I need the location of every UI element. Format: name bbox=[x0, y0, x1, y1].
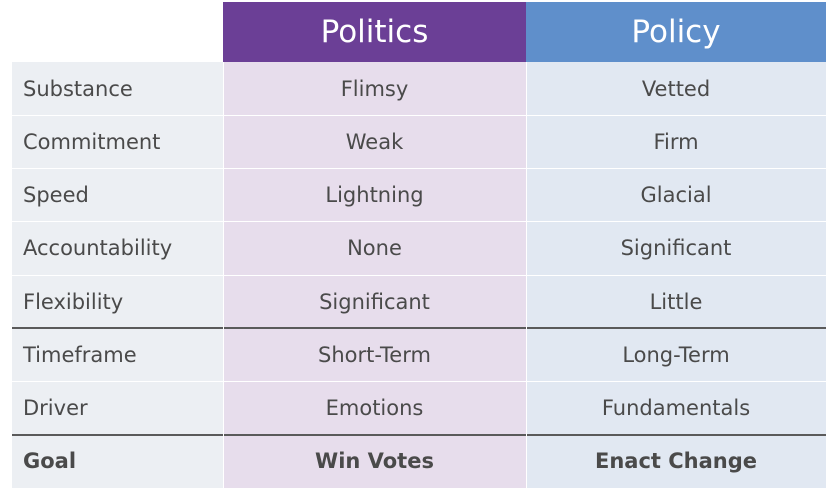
row-divider bbox=[12, 114, 826, 116]
row-label: Speed bbox=[12, 168, 223, 222]
cell-value: Vetted bbox=[526, 62, 826, 116]
cell-value: Significant bbox=[223, 275, 526, 329]
cell-value: Flimsy bbox=[223, 62, 526, 116]
column-divider bbox=[525, 62, 527, 488]
header-cell: Politics bbox=[223, 2, 526, 62]
row-label: Goal bbox=[12, 434, 223, 488]
column-divider bbox=[222, 62, 224, 488]
row-divider bbox=[12, 274, 826, 276]
cell-value: Fundamentals bbox=[526, 381, 826, 435]
cell-value: Little bbox=[526, 275, 826, 329]
row-label: Timeframe bbox=[12, 328, 223, 382]
row-divider bbox=[12, 327, 826, 330]
cell-value: Long-Term bbox=[526, 328, 826, 382]
row-label: Accountability bbox=[12, 221, 223, 275]
cell-value: Emotions bbox=[223, 381, 526, 435]
cell-value: Glacial bbox=[526, 168, 826, 222]
header-cell: Policy bbox=[526, 2, 826, 62]
row-label: Substance bbox=[12, 62, 223, 116]
row-divider bbox=[12, 168, 826, 169]
cell-value: Win Votes bbox=[223, 434, 526, 488]
row-label: Flexibility bbox=[12, 275, 223, 329]
row-label: Driver bbox=[12, 381, 223, 435]
row-divider bbox=[12, 221, 826, 223]
row-divider bbox=[12, 381, 826, 382]
cell-value: Firm bbox=[526, 115, 826, 169]
cell-value: None bbox=[223, 221, 526, 275]
cell-value: Lightning bbox=[223, 168, 526, 222]
cell-value: Short-Term bbox=[223, 328, 526, 382]
row-divider bbox=[12, 433, 826, 436]
row-label: Commitment bbox=[12, 115, 223, 169]
cell-value: Significant bbox=[526, 221, 826, 275]
cell-value: Enact Change bbox=[526, 434, 826, 488]
cell-value: Weak bbox=[223, 115, 526, 169]
